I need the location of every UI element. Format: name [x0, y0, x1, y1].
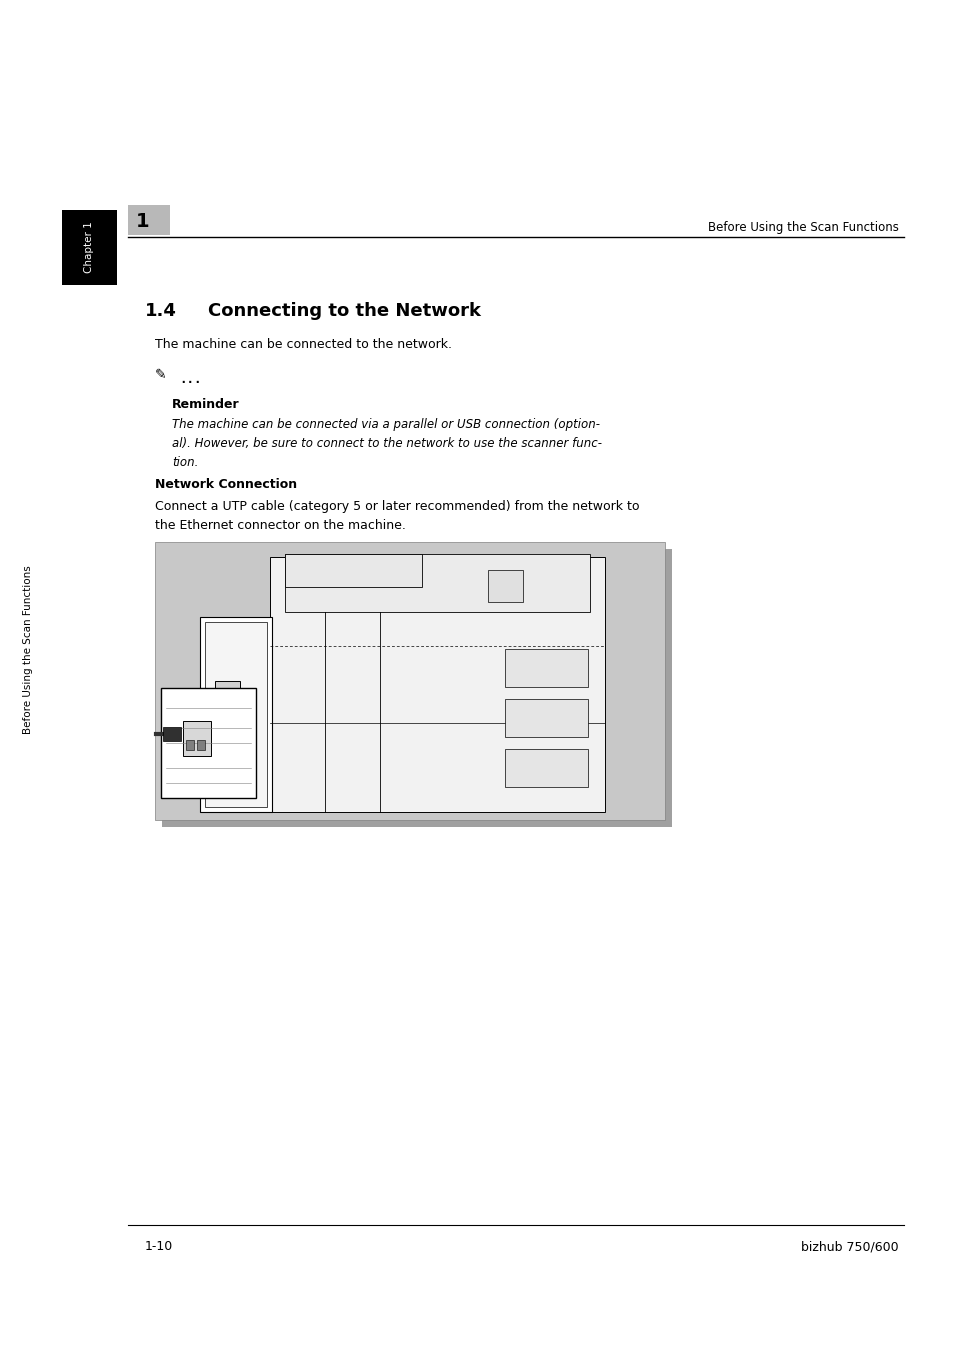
Bar [487, 570, 522, 602]
Text: 1: 1 [136, 212, 150, 231]
Bar [270, 558, 604, 811]
Text: bizhub 750/600: bizhub 750/600 [801, 1241, 898, 1253]
Bar [154, 541, 664, 819]
Bar [219, 695, 227, 705]
Bar [504, 749, 588, 787]
Text: ✎: ✎ [154, 369, 167, 382]
Bar [504, 649, 588, 687]
Bar [214, 680, 240, 710]
Text: al). However, be sure to connect to the network to use the scanner func-: al). However, be sure to connect to the … [172, 437, 601, 450]
Bar [229, 695, 236, 705]
Bar [128, 205, 170, 235]
Bar [163, 726, 181, 741]
Bar [183, 721, 211, 756]
Text: Connecting to the Network: Connecting to the Network [208, 302, 480, 320]
Text: Chapter 1: Chapter 1 [85, 221, 94, 273]
Text: 1-10: 1-10 [145, 1241, 173, 1253]
Text: Network Connection: Network Connection [154, 478, 296, 491]
Text: Connect a UTP cable (category 5 or later recommended) from the network to: Connect a UTP cable (category 5 or later… [154, 500, 639, 513]
Bar [285, 554, 422, 587]
Bar [162, 549, 671, 828]
Text: the Ethernet connector on the machine.: the Ethernet connector on the machine. [154, 518, 405, 532]
Text: tion.: tion. [172, 456, 198, 468]
Text: ...: ... [179, 373, 201, 386]
Bar [196, 740, 205, 751]
Text: Reminder: Reminder [172, 398, 239, 410]
Text: Before Using the Scan Functions: Before Using the Scan Functions [23, 566, 33, 734]
Text: The machine can be connected via a parallel or USB connection (option-: The machine can be connected via a paral… [172, 418, 599, 431]
Bar [504, 699, 588, 737]
Bar [200, 617, 272, 811]
Text: The machine can be connected to the network.: The machine can be connected to the netw… [154, 338, 452, 351]
Bar [205, 622, 267, 807]
Text: Before Using the Scan Functions: Before Using the Scan Functions [707, 221, 898, 235]
Text: 1.4: 1.4 [145, 302, 176, 320]
Bar [186, 740, 193, 751]
Bar [62, 211, 117, 285]
Bar [161, 688, 255, 798]
Bar [285, 554, 589, 612]
